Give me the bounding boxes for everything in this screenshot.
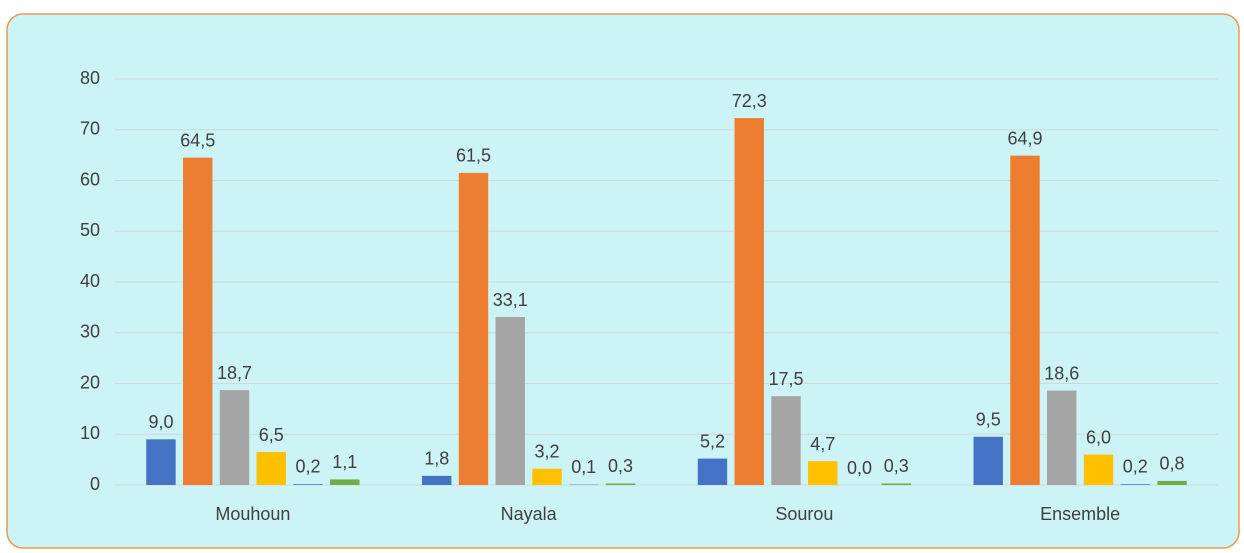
data-label: 0,3 [884, 456, 909, 476]
y-tick-label: 60 [80, 169, 100, 189]
bar [219, 390, 250, 485]
data-label: 61,5 [456, 146, 491, 166]
y-tick-label: 80 [80, 68, 100, 88]
data-label: 9,0 [148, 412, 173, 432]
data-label: 18,7 [217, 363, 252, 383]
data-label: 0,0 [847, 458, 872, 478]
bar [256, 452, 286, 485]
bar [1010, 155, 1040, 485]
bar [881, 483, 911, 485]
bar [146, 439, 176, 485]
data-label: 6,0 [1086, 427, 1111, 447]
y-tick-label: 20 [80, 372, 100, 392]
x-tick-label: Nayala [501, 504, 558, 524]
bar [697, 458, 728, 485]
bar [422, 475, 452, 485]
data-label: 5,2 [700, 431, 725, 451]
y-tick-label: 30 [80, 322, 100, 342]
bar [458, 172, 489, 485]
data-label: 0,1 [571, 457, 596, 477]
y-tick-label: 70 [80, 119, 100, 139]
bar [808, 461, 838, 485]
data-label: 1,8 [424, 449, 449, 469]
bar [293, 483, 323, 485]
bar [973, 436, 1003, 485]
y-tick-label: 50 [80, 220, 100, 240]
y-tick-label: 0 [90, 474, 100, 494]
data-label: 3,2 [534, 442, 559, 462]
data-label: 6,5 [259, 425, 284, 445]
y-tick-label: 40 [80, 271, 100, 291]
x-tick-label: Sourou [775, 504, 833, 524]
data-label: 0,2 [1123, 457, 1148, 477]
x-tick-label: Ensemble [1040, 504, 1120, 524]
data-label: 33,1 [493, 290, 528, 310]
bar [532, 468, 562, 485]
bar [183, 157, 213, 485]
data-label: 4,7 [810, 434, 835, 454]
data-label: 72,3 [732, 91, 767, 111]
data-label: 17,5 [768, 369, 803, 389]
bar [1083, 454, 1114, 485]
data-label: 0,8 [1160, 454, 1185, 474]
data-label: 1,1 [332, 452, 357, 472]
data-label: 64,5 [180, 130, 215, 150]
bar [330, 479, 360, 485]
bar [1157, 480, 1187, 485]
bar [771, 396, 801, 485]
bar [1120, 483, 1150, 485]
bar [495, 317, 525, 485]
bar [605, 483, 636, 485]
y-tick-label: 10 [80, 423, 100, 443]
bar [1047, 390, 1077, 485]
data-label: 9,5 [976, 410, 1001, 430]
bar [569, 484, 599, 485]
x-tick-label: Mouhoun [215, 504, 290, 524]
bar [734, 118, 764, 485]
data-label: 18,6 [1044, 363, 1079, 383]
data-label: 0,3 [608, 456, 633, 476]
data-label: 64,9 [1007, 128, 1042, 148]
chart-frame [6, 13, 1240, 549]
data-label: 0,2 [296, 457, 321, 477]
